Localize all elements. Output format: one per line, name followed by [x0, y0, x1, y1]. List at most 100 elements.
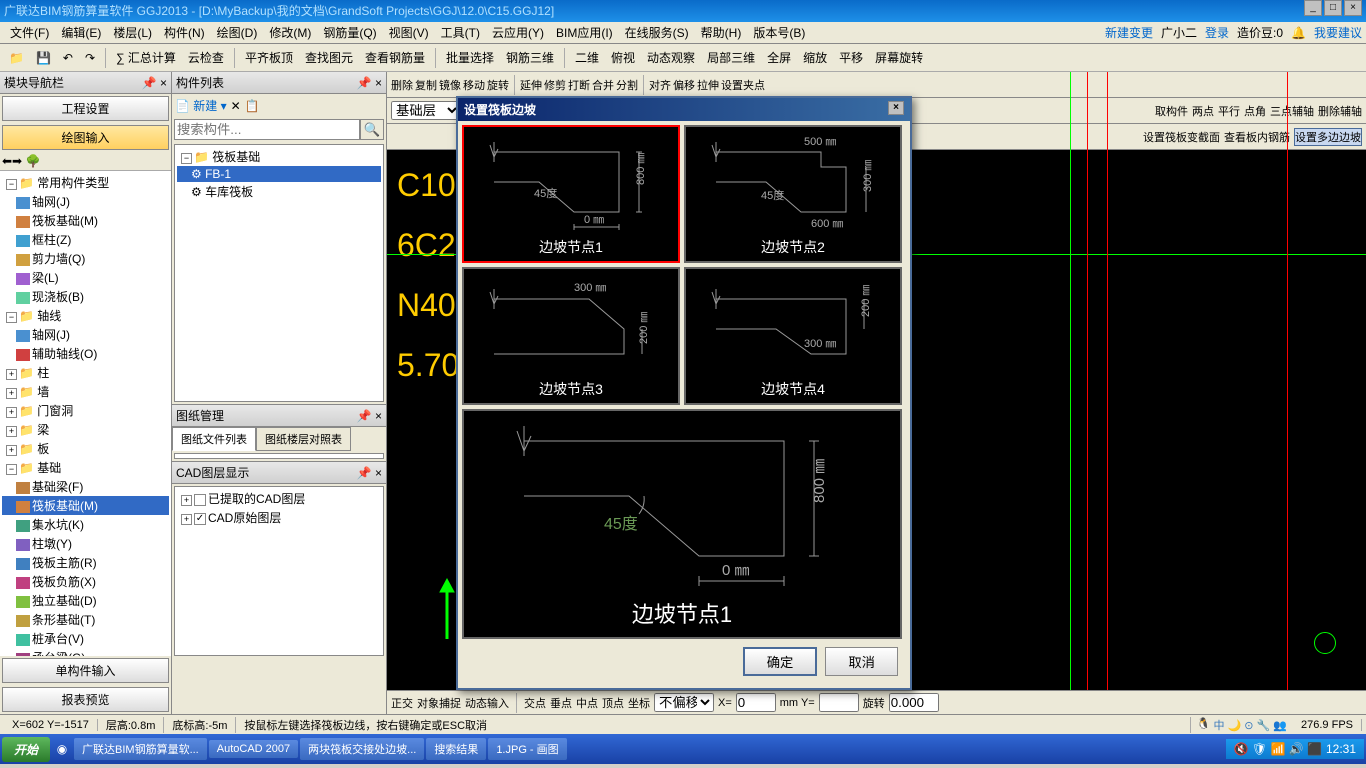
close-button[interactable]: ×: [1344, 0, 1362, 16]
tool-pan[interactable]: 平移: [834, 46, 868, 69]
tree-beam[interactable]: 梁(L): [2, 268, 169, 287]
delete-component-icon[interactable]: ✕: [231, 99, 241, 113]
tree-pier[interactable]: 柱墩(Y): [2, 534, 169, 553]
single-input-button[interactable]: 单构件输入: [2, 658, 169, 683]
search-button[interactable]: 🔍: [360, 119, 384, 140]
menu-cloud[interactable]: 云应用(Y): [486, 22, 550, 43]
ctb2-pick[interactable]: 取构件: [1155, 103, 1188, 119]
report-preview-button[interactable]: 报表预览: [2, 687, 169, 712]
menu-modify[interactable]: 修改(M): [263, 22, 317, 43]
rot-input[interactable]: [889, 693, 939, 712]
tool-zoom[interactable]: 缩放: [798, 46, 832, 69]
menu-version[interactable]: 版本号(B): [747, 22, 811, 43]
quicklaunch-icon[interactable]: ◉: [52, 742, 72, 756]
ctb-stretch[interactable]: 拉伸: [697, 77, 719, 93]
tree-foundation-beam[interactable]: 基础梁(F): [2, 477, 169, 496]
task-ggj[interactable]: 广联达BIM钢筋算量软...: [74, 738, 207, 760]
maximize-button[interactable]: □: [1324, 0, 1342, 16]
tool-orbit[interactable]: 动态观察: [642, 46, 700, 69]
pin-icon[interactable]: 📌 ×: [142, 76, 167, 90]
snap-endpoint[interactable]: 顶点: [602, 695, 624, 711]
ctb2-parallel[interactable]: 平行: [1218, 103, 1240, 119]
menu-view[interactable]: 视图(V): [383, 22, 435, 43]
tool-2d[interactable]: 二维: [570, 46, 604, 69]
complist-pin-icon[interactable]: 📌 ×: [357, 76, 382, 90]
drawmgr-pin-icon[interactable]: 📌 ×: [357, 409, 382, 423]
tree-slab[interactable]: 现浇板(B): [2, 287, 169, 306]
task-slope[interactable]: 两块筏板交接处边坡...: [300, 738, 424, 760]
comp-item-garage[interactable]: ⚙ 车库筏板: [177, 182, 381, 201]
tree-axis-grid[interactable]: 轴网(J): [2, 192, 169, 211]
snap-dyninput[interactable]: 动态输入: [465, 695, 509, 711]
menu-rebar[interactable]: 钢筋量(Q): [317, 22, 382, 43]
draw-input-button[interactable]: 绘图输入: [2, 125, 169, 150]
snap-ortho[interactable]: 正交: [391, 695, 413, 711]
menu-floor[interactable]: 楼层(L): [107, 22, 158, 43]
tool-save[interactable]: 💾: [31, 48, 56, 68]
thumb-slope-1[interactable]: 800 ㎜ 0 ㎜ 45度 边坡节点1: [462, 125, 680, 263]
cancel-button[interactable]: 取消: [825, 647, 898, 676]
tool-fullscreen[interactable]: 全屏: [762, 46, 796, 69]
ctb3-section[interactable]: 设置筏板变截面: [1143, 129, 1220, 145]
tree-toggle-icon[interactable]: 🌳: [25, 154, 40, 168]
ok-button[interactable]: 确定: [743, 647, 818, 676]
menu-component[interactable]: 构件(N): [158, 22, 211, 43]
tree-isolated[interactable]: 独立基础(D): [2, 591, 169, 610]
login-link[interactable]: 登录: [1205, 24, 1229, 41]
tool-flushtop[interactable]: 平齐板顶: [240, 46, 298, 69]
tree-beam-cat[interactable]: +📁 梁: [2, 420, 169, 439]
task-search[interactable]: 搜索结果: [426, 738, 486, 760]
ctb2-ptang[interactable]: 点角: [1244, 103, 1266, 119]
tool-calc[interactable]: ∑ 汇总计算: [111, 46, 181, 69]
ctb3-viewrebar[interactable]: 查看板内钢筋: [1224, 129, 1290, 145]
tree-raft-neg[interactable]: 筏板负筋(X): [2, 572, 169, 591]
offset-select[interactable]: 不偏移: [654, 693, 714, 712]
comp-root[interactable]: −📁 筏板基础: [177, 147, 381, 166]
thumb-slope-2[interactable]: 500 ㎜ 300 ㎜ 600 ㎜ 45度 边坡节点2: [684, 125, 902, 263]
snap-intersect[interactable]: 交点: [524, 695, 546, 711]
snap-coord[interactable]: 坐标: [628, 695, 650, 711]
ctb-copy[interactable]: 复制: [415, 77, 437, 93]
tree-column-cat[interactable]: +📁 柱: [2, 363, 169, 382]
tool-top[interactable]: 俯视: [606, 46, 640, 69]
ctb-break[interactable]: 打断: [568, 77, 590, 93]
search-input[interactable]: [174, 119, 360, 140]
new-component-button[interactable]: 📄 新建 ▾: [175, 97, 227, 114]
ctb3-multislope[interactable]: 设置多边边坡: [1294, 128, 1362, 146]
menu-online[interactable]: 在线服务(S): [619, 22, 695, 43]
tree-pilecap[interactable]: 桩承台(V): [2, 629, 169, 648]
tree-shear-wall[interactable]: 剪力墙(Q): [2, 249, 169, 268]
tool-batchselect[interactable]: 批量选择: [441, 46, 499, 69]
snap-perp[interactable]: 垂点: [550, 695, 572, 711]
x-input[interactable]: [736, 693, 776, 712]
tool-open[interactable]: 📁: [4, 48, 29, 68]
tool-rotate[interactable]: 屏幕旋转: [870, 46, 928, 69]
tab-floor-map[interactable]: 图纸楼层对照表: [256, 427, 351, 451]
ctb-extend[interactable]: 延伸: [520, 77, 542, 93]
project-settings-button[interactable]: 工程设置: [2, 96, 169, 121]
menu-draw[interactable]: 绘图(D): [211, 22, 264, 43]
new-change-link[interactable]: 新建变更: [1105, 24, 1153, 41]
qq-icon[interactable]: 🐧: [1197, 717, 1211, 733]
tree-axis-net[interactable]: 轴网(J): [2, 325, 169, 344]
tree-sump[interactable]: 集水坑(K): [2, 515, 169, 534]
ctb-offset[interactable]: 偏移: [673, 77, 695, 93]
cadlayer-pin-icon[interactable]: 📌 ×: [357, 466, 382, 480]
thumb-slope-3[interactable]: 300 ㎜ 200 ㎜ 边坡节点3: [462, 267, 680, 405]
ctb-rotate[interactable]: 旋转: [487, 77, 509, 93]
layer-select[interactable]: 基础层: [391, 101, 461, 120]
tree-capbeam[interactable]: 承台梁(G): [2, 648, 169, 656]
dialog-close-button[interactable]: ×: [888, 101, 904, 115]
menu-bim[interactable]: BIM应用(I): [550, 22, 619, 43]
tree-foundation-cat[interactable]: −📁 基础: [2, 458, 169, 477]
snap-mid[interactable]: 中点: [576, 695, 598, 711]
tree-wall-cat[interactable]: +📁 墙: [2, 382, 169, 401]
tree-opening-cat[interactable]: +📁 门窗洞: [2, 401, 169, 420]
task-paint[interactable]: 1.JPG - 画图: [488, 738, 566, 760]
tray-icons[interactable]: 🔇 🛡 📶 🔊 ⬛: [1234, 742, 1322, 756]
ctb-grip[interactable]: 设置夹点: [721, 77, 765, 93]
cadlayer-extracted[interactable]: +已提取的CAD图层: [177, 489, 381, 508]
cadlayer-original[interactable]: +✓CAD原始图层: [177, 508, 381, 527]
tree-axis-cat[interactable]: −📁 轴线: [2, 306, 169, 325]
snap-osnap[interactable]: 对象捕捉: [417, 695, 461, 711]
